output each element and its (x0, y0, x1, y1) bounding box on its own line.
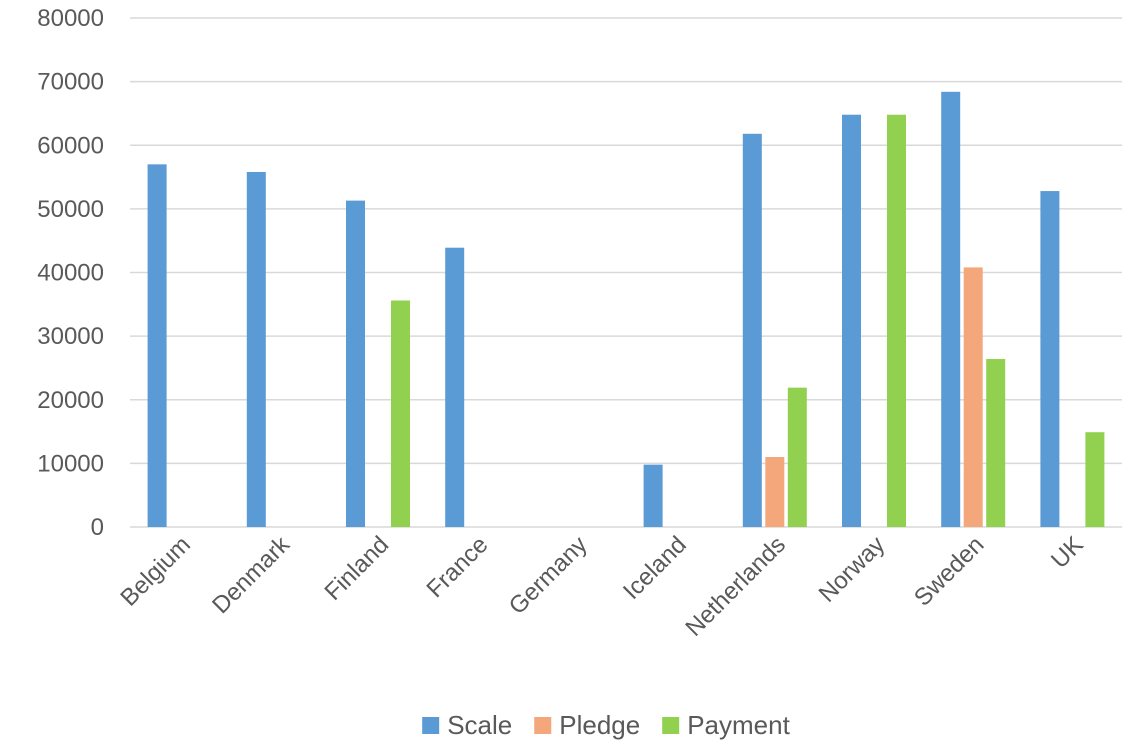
y-tick-label: 60000 (37, 132, 104, 159)
y-tick-label: 0 (91, 514, 104, 541)
x-tick-label: UK (1046, 531, 1089, 574)
bar-payment-uk (1085, 432, 1105, 527)
x-tick-label: Finland (319, 531, 394, 606)
bar-payment-norway (887, 114, 906, 528)
x-tick-label: Belgium (115, 531, 195, 611)
bar-payment-finland (391, 300, 410, 527)
legend-swatch-pledge (534, 717, 552, 734)
bar-payment-sweden (986, 359, 1006, 527)
legend-label-payment: Payment (687, 710, 790, 740)
bars (147, 91, 1105, 528)
y-tick-label: 20000 (37, 387, 104, 414)
y-tick-label: 80000 (37, 5, 104, 32)
legend-swatch-scale (422, 717, 440, 734)
x-tick-label: Sweden (909, 531, 989, 611)
y-axis-ticks: 0 10000 20000 30000 40000 50000 60000 70000 8000… (37, 5, 104, 541)
legend-label-scale: Scale (447, 710, 512, 740)
x-tick-label: France (422, 531, 494, 603)
bar-scale-netherlands (742, 133, 762, 528)
x-tick-label: Iceland (618, 531, 692, 605)
y-tick-label: 10000 (37, 450, 104, 477)
x-tick-label: Germany (504, 531, 593, 620)
bar-scale-finland (346, 200, 365, 527)
bar-pledge-netherlands (765, 457, 785, 527)
bar-scale-uk (1040, 191, 1060, 527)
legend-label-pledge: Pledge (559, 710, 640, 740)
y-tick-label: 50000 (37, 196, 104, 223)
legend-swatch-payment (662, 717, 680, 734)
x-axis-ticks: Belgium Denmark Finland France Germany Icelan… (115, 530, 1088, 641)
x-tick-label: Netherlands (680, 531, 791, 642)
bar-scale-france (445, 247, 465, 527)
x-tick-label: Denmark (207, 530, 296, 619)
bar-scale-norway (842, 114, 861, 528)
bar-pledge-sweden (963, 267, 983, 527)
bar-scale-sweden (941, 91, 961, 528)
bar-scale-iceland (643, 464, 663, 527)
bar-scale-denmark (246, 171, 266, 527)
y-tick-label: 40000 (37, 260, 104, 287)
x-tick-label: Norway (814, 531, 891, 608)
gridlines (130, 17, 1122, 528)
bar-scale-belgium (147, 164, 167, 527)
legend: Scale Pledge Payment (422, 710, 791, 740)
bar-payment-netherlands (787, 387, 807, 527)
y-tick-label: 30000 (37, 323, 104, 350)
y-tick-label: 70000 (37, 69, 104, 96)
